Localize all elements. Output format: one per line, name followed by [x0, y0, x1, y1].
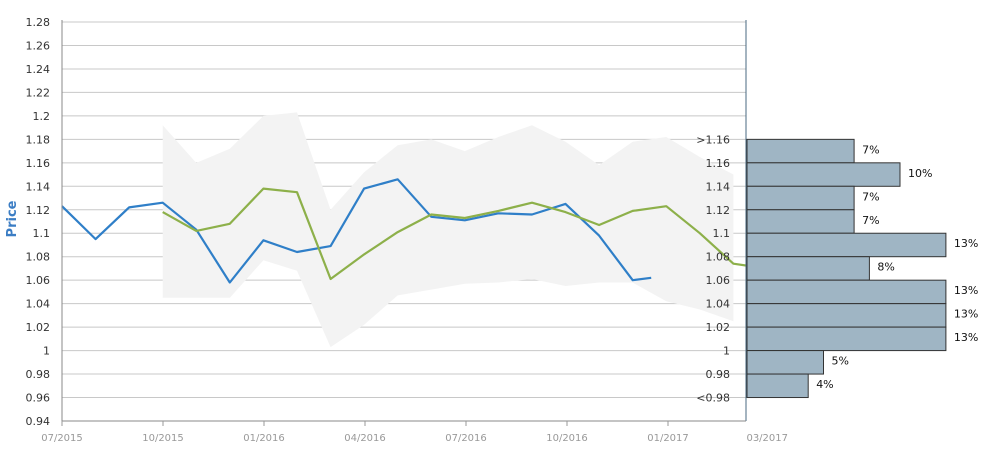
x-tick-label: 01/2017 [647, 433, 689, 444]
histogram-bin-label: 0.98 [706, 368, 731, 381]
x-tick-label: 04/2016 [344, 433, 386, 444]
histogram-bar [746, 209, 855, 234]
histogram-bin-label: 1.12 [706, 204, 731, 217]
histogram-percent-label: 4% [816, 378, 833, 391]
forecast-band [162, 112, 734, 348]
y-tick-label: 1.18 [26, 133, 51, 146]
y-tick-label: 1.2 [33, 110, 51, 123]
histogram-bar [746, 303, 947, 328]
histogram-bin-label: 1.06 [706, 274, 731, 287]
histogram-percent-label: 13% [954, 331, 978, 344]
x-tick-label: 01/2016 [243, 433, 285, 444]
histogram-percent-label: 7% [862, 214, 879, 227]
y-tick-label: 0.94 [26, 415, 51, 428]
histogram-bar [746, 350, 824, 375]
y-tick-label: 1.02 [26, 321, 51, 334]
distribution-histogram: 7% >1.16 10% 1.16 7% 1.14 7% 1.12 13% 1.1 8% 1.08 13… [696, 133, 978, 404]
y-tick-labels: 1.28 1.26 1.24 1.22 1.2 1.18 1.16 1.14 1.12 1.1 1.… [26, 16, 51, 428]
x-tick-label: 07/2016 [445, 433, 487, 444]
y-tick-label: 1.26 [26, 39, 51, 52]
histogram-bin-label: 1 [723, 345, 730, 358]
histogram-bin-label: 1.1 [713, 227, 731, 240]
histogram-percent-label: 7% [862, 143, 879, 156]
histogram-percent-label: 10% [908, 167, 932, 180]
histogram-bin-label: >1.16 [696, 133, 730, 146]
y-tick-label: 1.14 [26, 180, 51, 193]
y-tick-label: 1.04 [26, 298, 51, 311]
histogram-percent-label: 8% [877, 261, 894, 274]
y-tick-label: 1.28 [26, 16, 51, 29]
histogram-percent-label: 7% [862, 190, 879, 203]
histogram-bar [746, 373, 809, 399]
x-tick-label: 03/2017 [746, 433, 788, 444]
histogram-bar [746, 279, 947, 305]
y-tick-label: 1.1 [33, 227, 51, 240]
y-tick-label: 0.96 [26, 392, 51, 405]
y-tick-label: 1.08 [26, 251, 51, 264]
histogram-bar [746, 185, 855, 211]
y-axis-label: Price [5, 200, 20, 237]
axes [61, 20, 747, 422]
histogram-bar [746, 326, 947, 352]
x-tick-label: 10/2015 [142, 433, 184, 444]
forecast-band-area [162, 112, 734, 348]
y-tick-label: 1.06 [26, 274, 51, 287]
histogram-bin-label: 1.02 [706, 321, 731, 334]
histogram-bin-label: 1.14 [706, 180, 731, 193]
histogram-bin-label: 1.08 [706, 251, 731, 264]
histogram-percent-label: 13% [954, 308, 978, 321]
histogram-percent-label: 13% [954, 284, 978, 297]
histogram-bar [746, 162, 901, 187]
series-line-2 [162, 187, 751, 281]
histogram-bin-label: <0.98 [696, 392, 730, 405]
x-tick-label: 10/2016 [546, 433, 588, 444]
y-tick-label: 1.24 [26, 63, 51, 76]
y-tick-label: 1.12 [26, 204, 51, 217]
histogram-bar [746, 138, 855, 164]
x-tick-labels: 07/2015 10/2015 01/2016 04/2016 07/2016 10/20… [41, 421, 788, 444]
y-tick-label: 1.22 [26, 86, 51, 99]
histogram-bar [746, 256, 870, 281]
histogram-bin-label: 1.04 [706, 298, 731, 311]
series-line-1 [61, 178, 652, 284]
price-lines [61, 178, 751, 284]
histogram-bin-label: 1.16 [706, 157, 731, 170]
x-tick-label: 07/2015 [41, 433, 83, 444]
histogram-percent-label: 13% [954, 237, 978, 250]
y-tick-label: 1.16 [26, 157, 51, 170]
histogram-bar [746, 232, 947, 258]
histogram-percent-label: 5% [832, 355, 849, 368]
y-tick-label: 0.98 [26, 368, 51, 381]
y-tick-label: 1 [43, 345, 50, 358]
